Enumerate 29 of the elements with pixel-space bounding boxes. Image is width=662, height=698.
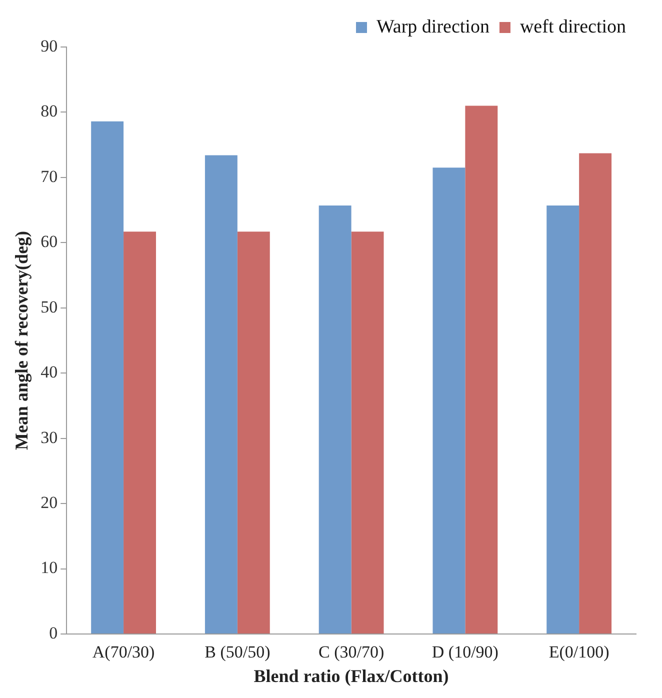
y-tick-label: 80	[40, 102, 58, 121]
y-tick-label: 70	[40, 166, 58, 186]
x-tick-label: C (30/70)	[318, 642, 384, 662]
y-tick-label: 50	[40, 297, 58, 316]
bar	[124, 232, 156, 634]
y-tick-label: 0	[49, 623, 58, 642]
y-axis-title: Mean angle of recovery(deg)	[11, 230, 32, 450]
y-tick-label: 30	[40, 428, 58, 447]
bar	[204, 155, 238, 634]
x-tick-label: B (50/50)	[204, 642, 270, 662]
bar	[351, 232, 384, 634]
x-tick-label: D (10/90)	[432, 642, 498, 662]
legend-label: weft direction	[520, 16, 626, 38]
bar	[465, 106, 498, 634]
y-tick-label: 60	[40, 232, 58, 252]
x-tick-label: E(0/100)	[548, 642, 610, 662]
bar	[546, 205, 580, 634]
legend-label: Warp direction	[376, 16, 490, 38]
bar	[432, 168, 466, 634]
bar	[91, 121, 124, 634]
bar	[579, 153, 612, 634]
y-tick-label: 90	[40, 36, 58, 56]
y-tick-label: 20	[40, 493, 58, 512]
y-tick-label: 10	[40, 558, 58, 578]
x-tick-label: A(70/30)	[92, 642, 155, 662]
bar	[318, 205, 352, 634]
y-tick-label: 40	[40, 362, 58, 382]
x-axis-title: Blend ratio (Flax/Cotton)	[254, 666, 449, 686]
bar	[237, 232, 270, 634]
